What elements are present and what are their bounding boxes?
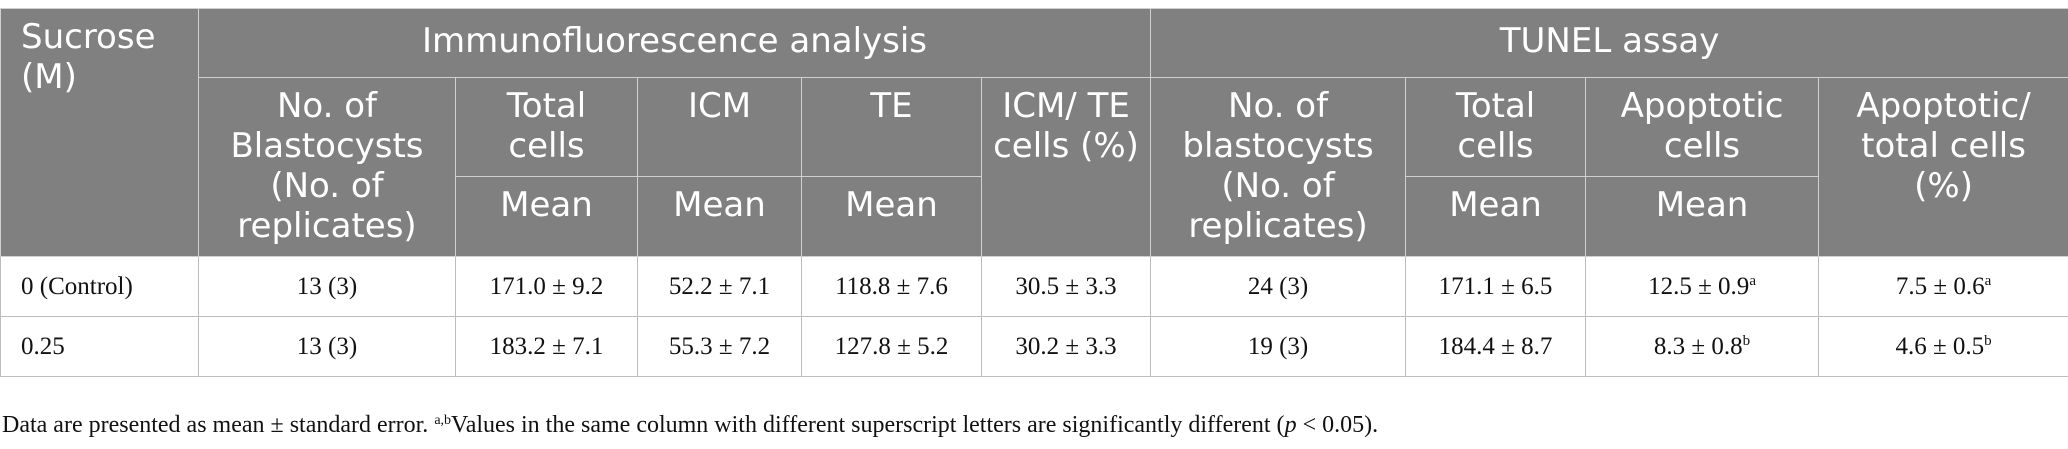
header-mean-if-total: Mean <box>455 176 638 257</box>
cell-icm-te-ratio: 30.5 ± 3.3 <box>980 256 1152 317</box>
cell-if-total-cells: 171.0 ± 9.2 <box>455 256 638 317</box>
header-if-total-cells: Total cells <box>455 77 638 177</box>
footnote-text: Values in the same column with different… <box>451 412 1285 438</box>
footnote-text: Data are presented as mean ± standard er… <box>2 412 435 438</box>
table-row: 0.25 13 (3) 183.2 ± 7.1 55.3 ± 7.2 127.8… <box>0 316 2068 377</box>
cell-value: 4.6 ± 0.5 <box>1895 332 1985 360</box>
superscript-letter: b <box>1742 332 1751 349</box>
cell-value: 7.5 ± 0.6 <box>1895 272 1985 300</box>
header-group-immunofluorescence: Immunofluorescence analysis <box>197 8 1152 78</box>
table-footnote: Data are presented as mean ± standard er… <box>2 412 1378 439</box>
cell-if-blastocysts: 13 (3) <box>198 256 456 317</box>
cell-value: 12.5 ± 0.9 <box>1648 272 1750 300</box>
cell-te: 127.8 ± 5.2 <box>801 316 982 377</box>
header-mean-te: Mean <box>801 176 982 257</box>
header-sucrose: Sucrose (M) <box>0 8 199 257</box>
header-group-tunel: TUNEL assay <box>1150 8 2068 78</box>
header-row-groups: Sucrose (M) Immunofluorescence analysis … <box>0 8 2068 257</box>
superscript-letter: a <box>1984 272 1992 289</box>
cell-tunel-blastocysts: 24 (3) <box>1150 256 1407 317</box>
cell-sucrose: 0.25 <box>0 316 199 377</box>
header-icm-te-ratio: ICM/ TE cells (%) <box>980 77 1152 257</box>
cell-if-blastocysts: 13 (3) <box>198 316 456 377</box>
header-icm: ICM <box>637 77 802 177</box>
header-mean-tunel-total: Mean <box>1405 176 1587 257</box>
results-table-container: Sucrose (M) Immunofluorescence analysis … <box>0 8 2068 377</box>
cell-if-total-cells: 183.2 ± 7.1 <box>455 316 638 377</box>
cell-value: 8.3 ± 0.8 <box>1653 332 1743 360</box>
header-row-mean: Mean Mean Mean Mean Mean <box>1 176 2068 257</box>
footnote-superscript: a,b <box>434 413 452 428</box>
header-te: TE <box>801 77 982 177</box>
cell-apoptotic-cells: 8.3 ± 0.8b <box>1585 316 1820 377</box>
cell-tunel-blastocysts: 19 (3) <box>1150 316 1407 377</box>
superscript-letter: a <box>1749 272 1756 289</box>
cell-icm-te-ratio: 30.2 ± 3.3 <box>980 316 1152 377</box>
header-apoptotic-cells: Apoptotic cells <box>1585 77 1820 177</box>
header-if-blastocysts: No. of Blastocysts (No. of replicates) <box>198 77 456 257</box>
cell-apoptotic-ratio: 4.6 ± 0.5b <box>1818 316 2068 377</box>
results-table: Sucrose (M) Immunofluorescence analysis … <box>0 8 2068 377</box>
footnote-text: < 0.05). <box>1296 412 1379 438</box>
footnote-p-symbol: p <box>1284 412 1297 438</box>
table-row: 0 (Control) 13 (3) 171.0 ± 9.2 52.2 ± 7.… <box>0 256 2068 317</box>
cell-tunel-total-cells: 184.4 ± 8.7 <box>1405 316 1587 377</box>
cell-icm: 52.2 ± 7.1 <box>637 256 802 317</box>
cell-tunel-total-cells: 171.1 ± 6.5 <box>1405 256 1587 317</box>
cell-apoptotic-cells: 12.5 ± 0.9a <box>1585 256 1820 317</box>
cell-te: 118.8 ± 7.6 <box>801 256 982 317</box>
header-mean-icm: Mean <box>637 176 802 257</box>
header-tunel-total-cells: Total cells <box>1405 77 1587 177</box>
cell-sucrose: 0 (Control) <box>0 256 199 317</box>
header-tunel-blastocysts: No. of blastocysts (No. of replicates) <box>1150 77 1407 257</box>
cell-apoptotic-ratio: 7.5 ± 0.6a <box>1818 256 2068 317</box>
header-apoptotic-ratio: Apoptotic/ total cells (%) <box>1818 77 2068 257</box>
header-row-columns: No. of Blastocysts (No. of replicates) T… <box>1 77 2068 257</box>
header-mean-apoptotic: Mean <box>1585 176 1820 257</box>
superscript-letter: b <box>1984 332 1992 349</box>
cell-icm: 55.3 ± 7.2 <box>637 316 802 377</box>
